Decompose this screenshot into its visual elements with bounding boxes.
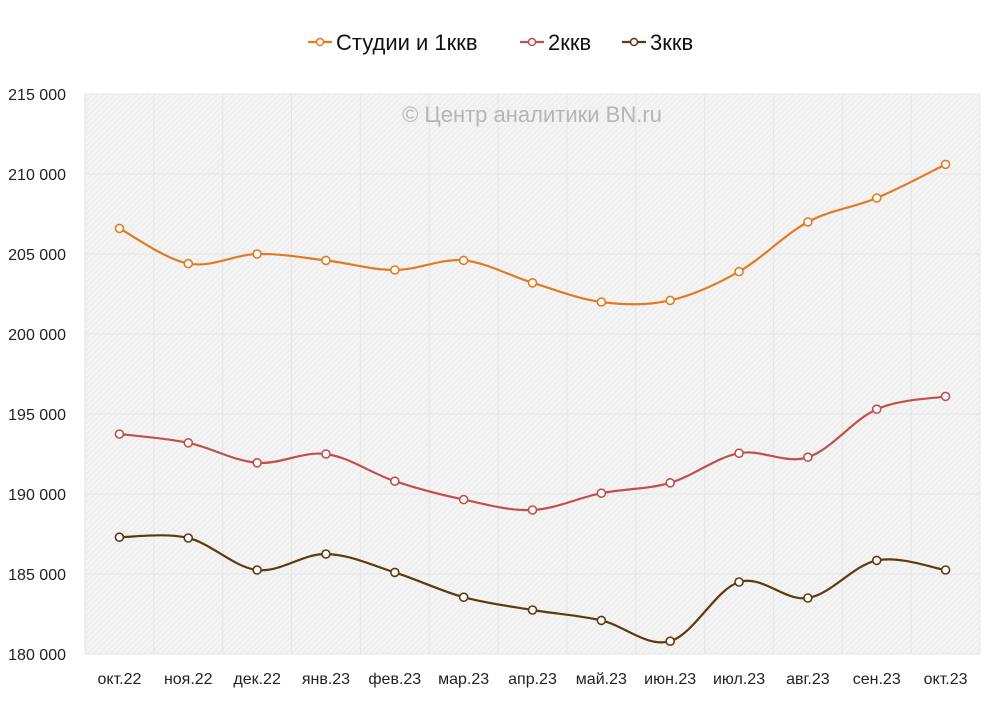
y-tick-label: 210 000 <box>8 167 66 184</box>
data-point <box>458 255 469 266</box>
data-point <box>596 488 607 499</box>
legend-marker-icon <box>527 37 537 47</box>
data-point <box>321 449 331 459</box>
y-tick-label: 200 000 <box>8 327 66 344</box>
data-point <box>803 593 813 603</box>
x-tick-label: ноя.22 <box>164 671 213 688</box>
data-point <box>665 295 675 306</box>
series-3 <box>114 532 951 647</box>
y-tick-label: 195 000 <box>8 407 66 424</box>
x-tick-label: дек.22 <box>233 671 281 688</box>
y-tick-label: 205 000 <box>8 247 66 264</box>
plot-area <box>85 94 980 654</box>
watermark: © Центр аналитики BN.ru <box>402 102 662 127</box>
x-tick-label: авг.23 <box>786 671 830 688</box>
x-tick-label: мар.23 <box>438 671 489 688</box>
data-point <box>458 494 469 505</box>
x-tick-label: окт.23 <box>924 671 968 688</box>
data-point <box>390 567 400 578</box>
legend-item: 2ккв <box>520 30 591 55</box>
y-tick-label: 185 000 <box>8 567 66 584</box>
data-point <box>734 577 744 587</box>
data-point <box>871 404 882 415</box>
legend-label: 3ккв <box>650 30 693 55</box>
series-2 <box>114 391 951 515</box>
data-point <box>665 636 675 647</box>
data-point <box>871 555 882 566</box>
y-tick-label: 180 000 <box>8 647 66 664</box>
x-tick-label: май.23 <box>576 671 627 688</box>
x-tick-label: фев.23 <box>368 671 421 688</box>
data-point <box>321 255 331 266</box>
data-point <box>940 159 951 170</box>
legend: Студии и 1ккв 2ккв 3ккв <box>308 30 693 55</box>
data-point <box>252 249 262 259</box>
data-point <box>390 476 400 487</box>
data-point <box>183 258 194 269</box>
legend-label: 2ккв <box>548 30 591 55</box>
data-point <box>803 452 813 463</box>
x-tick-label: сен.23 <box>853 671 901 688</box>
x-tick-label: окт.22 <box>97 671 141 688</box>
x-tick-label: июн.23 <box>644 671 696 688</box>
data-point <box>527 277 538 288</box>
data-point <box>114 429 125 439</box>
data-point <box>665 477 675 488</box>
x-tick-label: апр.23 <box>508 671 557 688</box>
legend-item: 3ккв <box>622 30 693 55</box>
legend-item: Студии и 1ккв <box>308 30 478 55</box>
data-point <box>734 448 744 459</box>
data-point <box>458 592 469 603</box>
data-point <box>596 297 607 307</box>
y-tick-label: 215 000 <box>8 87 66 104</box>
data-point <box>803 217 813 227</box>
x-tick-label: янв.23 <box>302 671 350 688</box>
legend-marker-icon <box>315 37 325 47</box>
data-point <box>252 565 262 575</box>
series-1 <box>114 159 951 307</box>
data-point <box>527 505 538 515</box>
data-point <box>183 437 194 448</box>
x-tick-label: июл.23 <box>713 671 765 688</box>
data-point <box>940 565 951 575</box>
data-point <box>734 266 744 277</box>
legend-marker-icon <box>629 37 639 47</box>
data-point <box>871 193 882 203</box>
legend-label: Студии и 1ккв <box>336 30 478 55</box>
data-point <box>321 549 331 559</box>
data-point <box>252 457 262 468</box>
data-point <box>940 391 951 402</box>
data-point <box>390 265 400 275</box>
data-point <box>114 532 125 543</box>
data-point <box>596 615 607 626</box>
data-point <box>527 605 538 615</box>
data-point <box>183 533 194 543</box>
y-tick-label: 190 000 <box>8 487 66 504</box>
data-point <box>114 223 125 234</box>
